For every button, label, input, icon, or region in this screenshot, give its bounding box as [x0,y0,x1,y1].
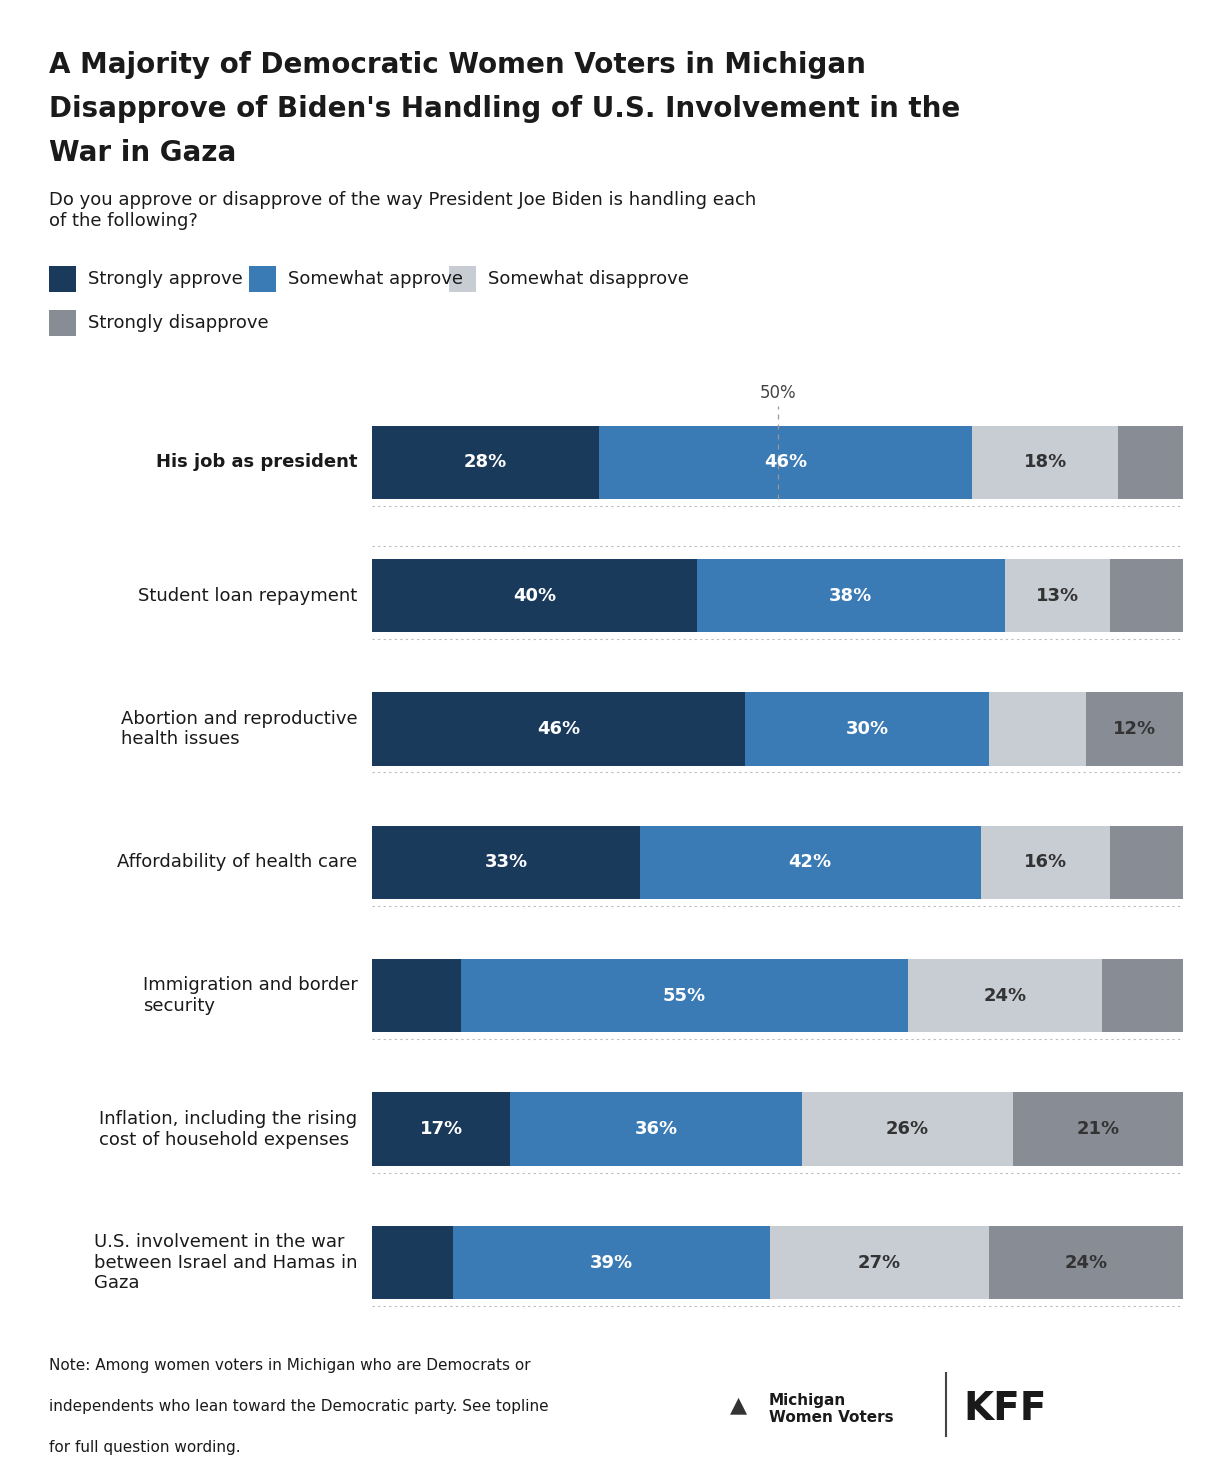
Bar [453,1226,770,1299]
Bar [1110,826,1183,898]
Bar [981,826,1110,898]
Bar [1103,959,1183,1032]
Bar [770,1226,988,1299]
Text: War in Gaza: War in Gaza [49,139,235,167]
Text: 55%: 55% [662,986,706,1004]
Bar [372,426,599,499]
Text: 33%: 33% [484,853,527,872]
Bar [510,1092,802,1166]
Bar [697,559,1005,633]
Text: 36%: 36% [634,1120,677,1138]
Text: Somewhat disapprove: Somewhat disapprove [488,270,689,288]
Bar [972,426,1119,499]
Text: independents who lean toward the Democratic party. See topline: independents who lean toward the Democra… [49,1399,549,1414]
Text: 40%: 40% [512,587,556,605]
Text: 42%: 42% [788,853,832,872]
Text: 39%: 39% [590,1254,633,1271]
Bar [1086,693,1183,766]
Bar [372,559,697,633]
Text: His job as president: His job as president [156,454,357,471]
Bar [372,826,639,898]
Text: 50%: 50% [759,383,797,402]
Text: Student loan repayment: Student loan repayment [138,587,357,605]
Text: 13%: 13% [1036,587,1080,605]
Text: 18%: 18% [1024,454,1068,471]
Text: Inflation, including the rising
cost of household expenses: Inflation, including the rising cost of … [99,1110,357,1148]
Text: 26%: 26% [886,1120,930,1138]
Text: Disapprove of Biden's Handling of U.S. Involvement in the: Disapprove of Biden's Handling of U.S. I… [49,95,960,123]
Bar [599,426,972,499]
Text: A Majority of Democratic Women Voters in Michigan: A Majority of Democratic Women Voters in… [49,51,866,79]
Text: 21%: 21% [1077,1120,1120,1138]
Text: Somewhat approve: Somewhat approve [288,270,464,288]
Text: 30%: 30% [845,721,888,738]
Bar [461,959,908,1032]
Bar [988,1226,1183,1299]
Bar [639,826,981,898]
Bar [372,1226,453,1299]
Bar [372,959,461,1032]
Bar [802,1092,1013,1166]
Text: Strongly approve: Strongly approve [88,270,243,288]
Bar [908,959,1103,1032]
Text: 38%: 38% [830,587,872,605]
Bar [372,1092,510,1166]
Bar [1119,426,1183,499]
Bar [1005,559,1110,633]
Text: Michigan
Women Voters: Michigan Women Voters [769,1393,893,1425]
Bar [1013,1092,1183,1166]
Text: 46%: 46% [537,721,581,738]
Text: Note: Among women voters in Michigan who are Democrats or: Note: Among women voters in Michigan who… [49,1358,531,1373]
Text: 17%: 17% [420,1120,462,1138]
Text: 16%: 16% [1024,853,1068,872]
Bar [745,693,988,766]
Text: 46%: 46% [764,454,808,471]
Text: Abortion and reproductive
health issues: Abortion and reproductive health issues [121,709,357,749]
Bar [988,693,1086,766]
Text: Immigration and border
security: Immigration and border security [143,976,357,1016]
Text: KFF: KFF [964,1390,1047,1428]
Text: 27%: 27% [858,1254,900,1271]
Text: 24%: 24% [983,986,1026,1004]
Bar [1110,559,1183,633]
Text: ▲: ▲ [730,1395,747,1415]
Text: 28%: 28% [464,454,508,471]
Text: Affordability of health care: Affordability of health care [117,853,357,872]
Text: U.S. involvement in the war
between Israel and Hamas in
Gaza: U.S. involvement in the war between Isra… [94,1233,357,1292]
Bar [372,693,745,766]
Text: 24%: 24% [1065,1254,1108,1271]
Text: for full question wording.: for full question wording. [49,1440,240,1455]
Text: Strongly disapprove: Strongly disapprove [88,314,268,332]
Text: Do you approve or disapprove of the way President Joe Biden is handling each
of : Do you approve or disapprove of the way … [49,191,756,229]
Text: 12%: 12% [1113,721,1157,738]
